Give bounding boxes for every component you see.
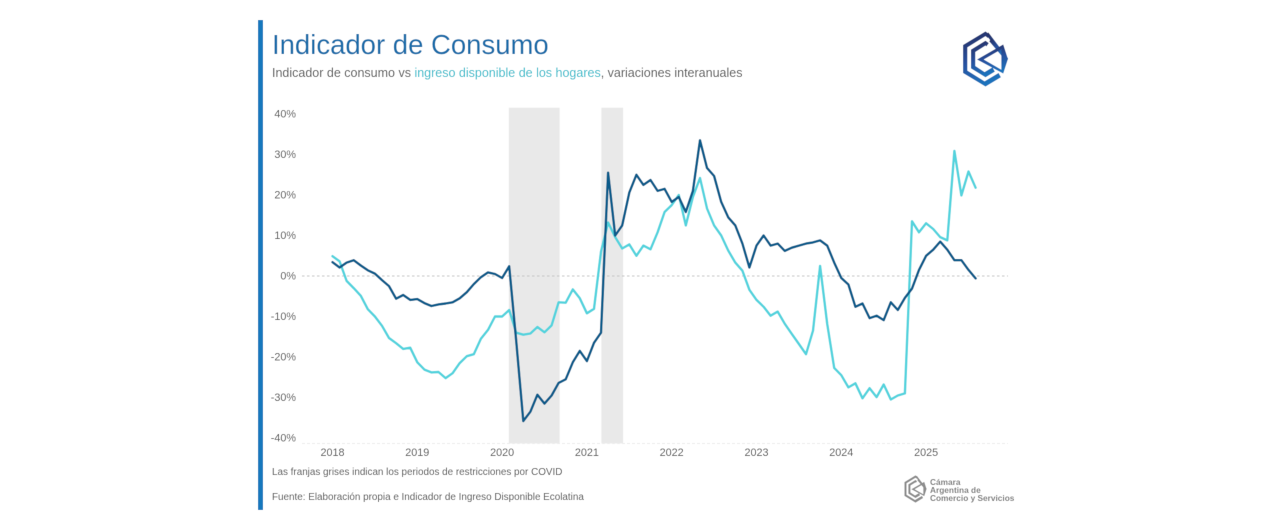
- svg-text:30%: 30%: [274, 149, 296, 161]
- svg-text:2023: 2023: [744, 447, 768, 459]
- svg-text:2021: 2021: [575, 447, 599, 459]
- svg-text:-10%: -10%: [271, 311, 297, 323]
- svg-text:2020: 2020: [490, 447, 514, 459]
- svg-text:10%: 10%: [274, 230, 296, 242]
- svg-text:20%: 20%: [274, 190, 296, 202]
- svg-text:2024: 2024: [829, 447, 853, 459]
- svg-text:2022: 2022: [660, 447, 684, 459]
- svg-text:-40%: -40%: [271, 433, 297, 445]
- svg-text:2018: 2018: [320, 447, 344, 459]
- svg-text:2019: 2019: [405, 447, 429, 459]
- svg-text:2025: 2025: [914, 447, 938, 459]
- svg-text:0%: 0%: [280, 271, 296, 283]
- svg-text:-30%: -30%: [271, 392, 297, 404]
- svg-text:-20%: -20%: [271, 352, 297, 364]
- svg-text:40%: 40%: [274, 109, 296, 121]
